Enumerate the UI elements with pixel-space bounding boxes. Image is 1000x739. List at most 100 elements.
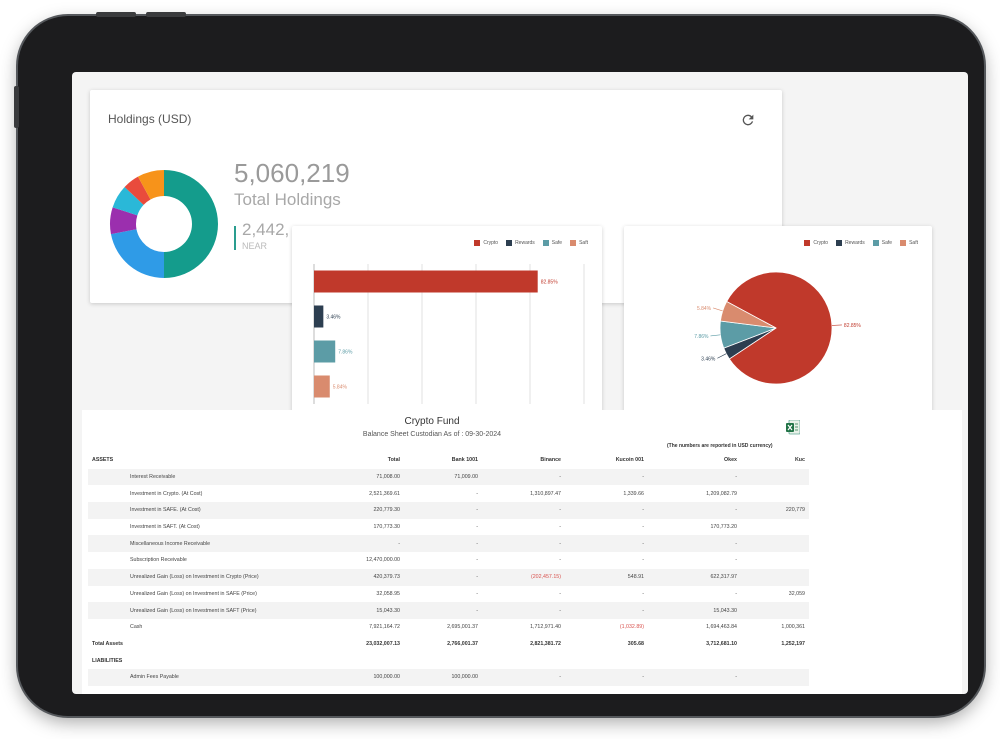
row-label: Investment in SAFT. (At Cost) [130, 524, 200, 531]
legend-swatch [836, 240, 843, 246]
table-cell: 170,773.20 [710, 524, 737, 531]
bar-chart-card: Crypto Rewards Safe Saft 82.85% 3.46% 7.86… [292, 226, 602, 431]
row-label: Admin Fees Payable [88, 668, 336, 686]
table-cell: - [476, 590, 478, 597]
table-cell: 220,779 [741, 502, 809, 519]
table-cell: 2,695,001.37 [447, 624, 478, 631]
holdings-title: Holdings (USD) [108, 112, 192, 126]
table-cell: - [482, 502, 565, 519]
table-cell: - [648, 535, 741, 553]
table-cell: - [476, 557, 478, 564]
row-label: Unrealized Gain (Loss) on Investment in … [88, 568, 336, 586]
table-cell: - [336, 535, 404, 553]
table-cell: - [565, 468, 648, 486]
bar-data-label: 3.46% [326, 315, 341, 321]
row-label: Unrealized Gain (Loss) on Investment in … [88, 602, 336, 619]
table-cell: - [404, 535, 482, 553]
legend-label: Rewards [845, 240, 865, 246]
table-cell: 100,000.00 [404, 668, 482, 686]
table-cell: 1,209,082.79 [706, 490, 737, 497]
table-cell [741, 668, 809, 686]
column-header: Bank 1001 [451, 457, 478, 464]
column-header: Kucoin 001 [615, 457, 644, 464]
volume-button [146, 12, 186, 17]
bar [314, 270, 538, 293]
column-header: Kuc [794, 457, 805, 464]
balance-sheet: Crypto Fund Balance Sheet Custodian As o… [82, 410, 962, 694]
pie-leader-line [717, 353, 727, 359]
bar-data-label: 7.86% [338, 350, 353, 356]
allocation-pie-chart: 82.85% 3.46% 7.86% 5.84% [694, 271, 861, 385]
pie-data-label: 7.86% [694, 334, 709, 340]
table-cell: - [559, 524, 561, 531]
pie-data-label: 3.46% [701, 356, 716, 362]
table-cell [741, 652, 809, 669]
donut-segment [164, 170, 218, 278]
table-cell: 32,058.95 [376, 590, 400, 597]
table-cell [741, 568, 809, 586]
legend-label: Safe [881, 240, 893, 246]
legend-item: Saft [900, 240, 918, 246]
table-cell: - [735, 557, 737, 564]
table-cell: (1,032.89) [619, 624, 644, 631]
total-holdings-label: Total Holdings [234, 190, 341, 209]
row-label: Miscellaneous Income Receivable [88, 535, 336, 553]
holdings-donut-chart [110, 170, 218, 278]
table-row: Investment in SAFT. (At Cost) 170,773.30 -… [88, 519, 809, 536]
allocation-bar-chart: 82.85% 3.46% 7.86% 5.84% [313, 264, 585, 404]
table-cell: 1,252,197 [781, 640, 805, 647]
legend-label: Safe [551, 240, 563, 246]
table-row: Miscellaneous Income Receivable - - - - - [88, 535, 809, 553]
bar [314, 305, 324, 328]
pie-slice [719, 300, 777, 329]
table-cell: 1,694,463.84 [706, 624, 737, 631]
table-cell [741, 485, 809, 502]
table-cell [741, 552, 809, 569]
table-cell: 32,059 [788, 590, 805, 597]
pie-leader-line [710, 334, 721, 337]
table-cell: 71,009.00 [404, 468, 482, 486]
table-cell: - [565, 535, 648, 553]
pie-leader-line [713, 307, 723, 312]
legend-item: Crypto [804, 240, 828, 246]
pie-data-label: 5.84% [697, 306, 712, 312]
table-cell: - [648, 502, 741, 519]
secondary-label: NEAR [242, 241, 268, 251]
table-row: Investment in SAFE. (At Cost) 220,779.30-… [88, 502, 809, 519]
table-cell: - [642, 557, 644, 564]
table-cell [565, 652, 648, 669]
table-cell: 2,821,381.72 [530, 640, 561, 647]
table-row: Investment in Crypto. (At Cost) 2,521,369… [88, 485, 809, 502]
table-cell: - [735, 590, 737, 597]
tablet-frame: Holdings (USD) 5,060,219 Total Holdings … [14, 12, 984, 716]
legend-label: Rewards [515, 240, 535, 246]
row-label: Investment in SAFE. (At Cost) [88, 502, 336, 519]
table-cell: - [482, 602, 565, 619]
table-cell: 12,470,000.00 [366, 557, 400, 564]
legend-item: Saft [570, 240, 588, 246]
total-row: Total Assets 23,032,007.13 2,766,001.37 2,8… [88, 636, 809, 653]
table-cell [336, 652, 404, 669]
column-header: Binance [540, 457, 561, 464]
table-row: Cash 7,921,164.72 2,695,001.37 1,712,971.40… [88, 619, 809, 636]
currency-note: (The numbers are reported in USD currenc… [667, 443, 773, 449]
table-row: Admin Fees Payable 100,000.00 100,000.00- -… [88, 668, 809, 686]
table-cell: 3,712,681.10 [706, 640, 737, 647]
balance-sheet-body: Interest Receivable 71,008.00 71,009.00- - -… [88, 468, 809, 686]
table-cell: - [642, 590, 644, 597]
table-cell: 305.68 [627, 640, 644, 647]
refresh-icon[interactable] [740, 112, 756, 128]
bar [314, 375, 330, 398]
table-cell: - [404, 602, 482, 619]
section-row: LIABILITIES [88, 652, 809, 669]
table-row: Interest Receivable 71,008.00 71,009.00- - - [88, 468, 809, 486]
legend-label: Saft [909, 240, 918, 246]
export-excel-icon[interactable] [786, 420, 800, 436]
legend-label: Crypto [483, 240, 499, 246]
accent-bar [234, 226, 236, 250]
table-cell: - [565, 602, 648, 619]
legend-item: Rewards [506, 240, 535, 246]
table-cell: 7,921,164.72 [369, 624, 400, 631]
table-cell [741, 519, 809, 536]
table-cell: - [404, 568, 482, 586]
